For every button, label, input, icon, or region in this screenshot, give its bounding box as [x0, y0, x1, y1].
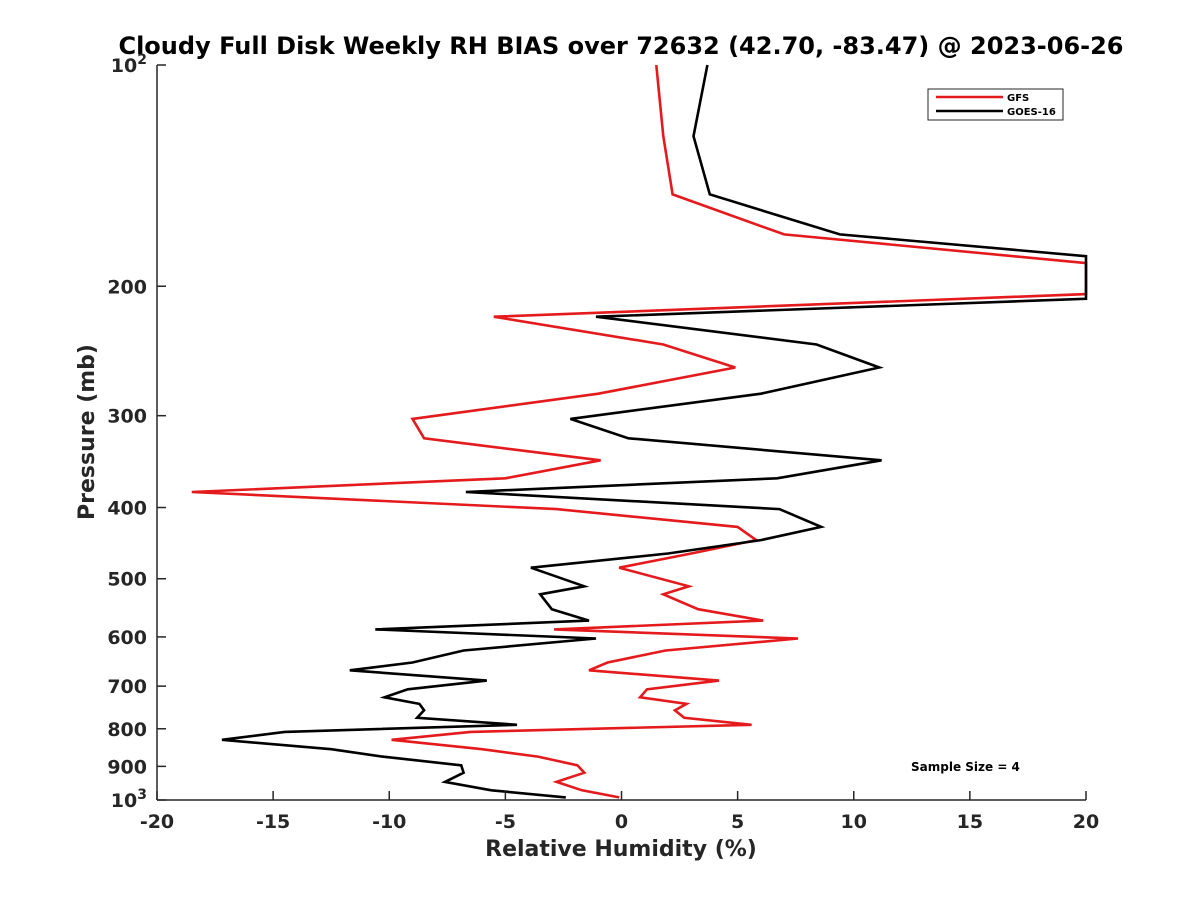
legend-label-gfs: GFS	[1007, 93, 1029, 104]
x-tick-label: 0	[615, 811, 628, 833]
x-tick-label: -10	[372, 811, 406, 833]
x-tick-label: -5	[495, 811, 516, 833]
y-tick-label: 900	[107, 756, 147, 778]
x-tick-label: -15	[256, 811, 290, 833]
y-tick-label: 800	[107, 719, 147, 741]
y-tick-label: 103	[111, 787, 147, 812]
y-axis-label: Pressure (mb)	[75, 344, 100, 520]
x-tick-label: 20	[1073, 811, 1099, 833]
y-tick-label: 400	[107, 498, 147, 520]
x-tick-label: 10	[841, 811, 867, 833]
y-tick-label: 500	[107, 569, 147, 591]
x-tick-label: 15	[957, 811, 983, 833]
series-layer	[191, 64, 1088, 799]
series-line-goes-16	[221, 64, 1088, 799]
sample-size-annotation: Sample Size = 4	[911, 760, 1020, 774]
y-tick-label: 700	[107, 676, 147, 698]
y-tick-label: 600	[107, 627, 147, 649]
chart-title: Cloudy Full Disk Weekly RH BIAS over 726…	[118, 32, 1123, 60]
y-tick-label: 300	[107, 406, 147, 428]
legend-box	[927, 88, 1064, 121]
x-axis-label: Relative Humidity (%)	[485, 837, 757, 862]
y-ticks: 102 200 300 400 500 600 700 800 900 103	[107, 52, 166, 812]
x-tick-label: -20	[140, 811, 174, 833]
legend-label-goes-16: GOES-16	[1007, 107, 1056, 118]
plot-axes	[156, 65, 1086, 801]
x-ticks: -20 -15 -10 -5 0 5 10 15 20	[140, 791, 1099, 833]
x-tick-label: 5	[731, 811, 744, 833]
y-tick-label: 102	[111, 52, 147, 77]
series-line-gfs	[191, 64, 1088, 799]
legend: GFS GOES-16	[927, 88, 1064, 121]
y-tick-label: 200	[107, 276, 147, 298]
